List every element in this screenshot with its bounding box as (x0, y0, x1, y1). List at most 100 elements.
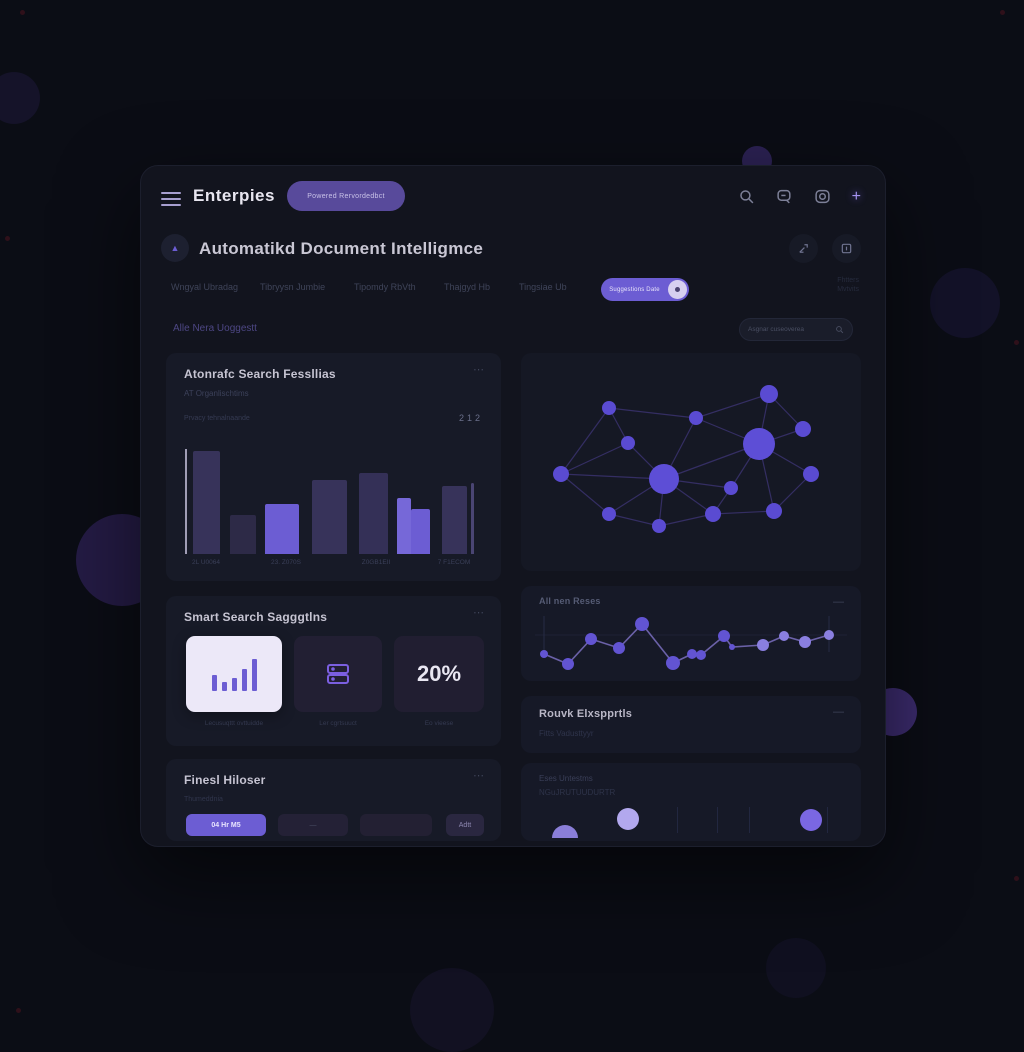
graph-node[interactable] (621, 436, 635, 450)
card-title: Atonrafc Search Fessllias (184, 367, 336, 381)
background-speck (1000, 10, 1005, 15)
app-window: Enterpies Powered Rervordedbct + ▲ Autom… (140, 165, 886, 847)
search-placeholder: Asgnar cuseoverea (748, 326, 805, 333)
share-button[interactable] (789, 234, 818, 263)
add-filter-pill[interactable]: Adtt (446, 814, 484, 836)
graph-node[interactable] (803, 466, 819, 482)
graph-node[interactable] (649, 464, 679, 494)
tab-2[interactable]: Tibryysn Jumbie (260, 282, 326, 292)
graph-node[interactable] (766, 503, 782, 519)
bar[interactable] (442, 486, 467, 554)
x-axis-label: Z0GB1EII (361, 559, 391, 566)
background-speck (1014, 876, 1019, 881)
graph-node[interactable] (689, 411, 703, 425)
tile-caption: Lecusuqttt ovttuidde (204, 720, 264, 727)
search-icon (836, 326, 844, 334)
graph-node[interactable] (652, 519, 666, 533)
bar[interactable] (471, 483, 474, 554)
card-subtitle: AT Organlischtims (184, 389, 249, 398)
bar[interactable] (359, 473, 388, 554)
graph-node[interactable] (553, 466, 569, 482)
stat-value: 20% (416, 661, 462, 686)
background-blob (410, 968, 494, 1052)
timeline-dot[interactable] (617, 808, 639, 830)
card-knowledge-graph (521, 353, 861, 571)
filter-pill-active[interactable]: 04 Hr M5 (186, 814, 266, 836)
bar[interactable] (230, 515, 256, 554)
timeline-dot[interactable] (800, 809, 822, 831)
bar[interactable] (397, 498, 411, 554)
graph-node[interactable] (743, 428, 775, 460)
card-title: All nen Reses (539, 596, 601, 606)
tab-5[interactable]: Tingsiae Ub (519, 282, 567, 292)
line-dot (666, 656, 680, 670)
header-pill-button[interactable]: Powered Rervordedbct (287, 181, 405, 211)
card-final-filter: Finesl Hiloser ⋯ Thumeddnia 04 Hr M5 — A… (166, 759, 501, 841)
graph-node[interactable] (724, 481, 738, 495)
line-dot (799, 636, 811, 648)
x-axis-label: 23. Z070S (271, 559, 301, 566)
network-graph[interactable] (521, 353, 861, 571)
card-timeline: Eses Untestms NGuJRUTUUDURTR (521, 763, 861, 841)
line-dot (562, 658, 574, 670)
graph-node[interactable] (602, 507, 616, 521)
card-subtitle: Thumeddnia (184, 796, 223, 803)
bar[interactable] (312, 480, 347, 554)
search-input[interactable]: Asgnar cuseoverea (739, 318, 853, 341)
line-dot (696, 650, 706, 660)
line-dot (824, 630, 834, 640)
tile-database[interactable] (294, 636, 382, 712)
brand-title: Enterpies (193, 186, 275, 205)
line-dot (635, 617, 649, 631)
bar[interactable] (265, 504, 299, 554)
chart-axis-line (185, 449, 187, 554)
suggestions-toggle[interactable]: Suggestions Date (601, 278, 689, 301)
tile-percentage[interactable]: 20% (394, 636, 484, 712)
line-dot (718, 630, 730, 642)
capture-icon[interactable] (814, 188, 831, 205)
graph-node[interactable] (760, 385, 778, 403)
avatar[interactable]: ▲ (161, 234, 189, 262)
graph-node[interactable] (795, 421, 811, 437)
toggle-knob[interactable] (668, 280, 687, 299)
add-button[interactable]: + (851, 188, 861, 205)
more-menu-icon[interactable]: ⋯ (473, 770, 485, 782)
background-speck (20, 10, 25, 15)
graph-node[interactable] (705, 506, 721, 522)
card-automatic-search-results: Atonrafc Search Fessllias AT Organlischt… (166, 353, 501, 581)
page-title: Automatikd Document Intelligmce (199, 239, 484, 258)
timeline-tick (677, 807, 678, 833)
timeline-half-dot[interactable] (552, 825, 578, 838)
background-blob (766, 938, 826, 998)
avatar-triangle-icon: ▲ (170, 243, 180, 253)
line-dot (729, 644, 735, 650)
graph-node[interactable] (602, 401, 616, 415)
filter-pill[interactable] (360, 814, 432, 836)
filter-pill[interactable]: — (278, 814, 348, 836)
toggle-label: Suggestions Date (609, 286, 660, 293)
line-dot (540, 650, 548, 658)
more-menu-icon[interactable]: ⋯ (473, 364, 485, 376)
tab-1[interactable]: Wngyal Ubradag (171, 282, 239, 292)
tab-4[interactable]: Thajgyd Hb (444, 282, 491, 292)
more-menu-icon[interactable]: — (833, 706, 845, 718)
card-title: Finesl Hiloser (184, 773, 266, 787)
background-speck (1014, 340, 1019, 345)
tile-bar-chart[interactable] (186, 636, 282, 712)
more-menu-icon[interactable]: — (833, 596, 845, 608)
background-blob (930, 268, 1000, 338)
search-icon[interactable] (738, 188, 755, 205)
tile-caption: Eo vieese (424, 720, 454, 727)
header-pill-label: Powered Rervordedbct (307, 192, 385, 200)
timeline-tick (827, 807, 828, 833)
tab-3[interactable]: Tipomdy RbVth (354, 282, 416, 292)
metric-label: Prvacy tehnalnaande (184, 415, 250, 422)
filters-label[interactable]: Fhtters Mvtvits (837, 277, 859, 293)
card-rank-excerpts[interactable]: Rouvk Elxspprtls Fitts Vadusttyyr — (521, 696, 861, 753)
expand-button[interactable] (832, 234, 861, 263)
bar[interactable] (411, 509, 430, 554)
bar[interactable] (193, 451, 220, 554)
chat-icon[interactable] (776, 188, 793, 205)
more-menu-icon[interactable]: ⋯ (473, 607, 485, 619)
menu-icon[interactable] (161, 192, 181, 206)
